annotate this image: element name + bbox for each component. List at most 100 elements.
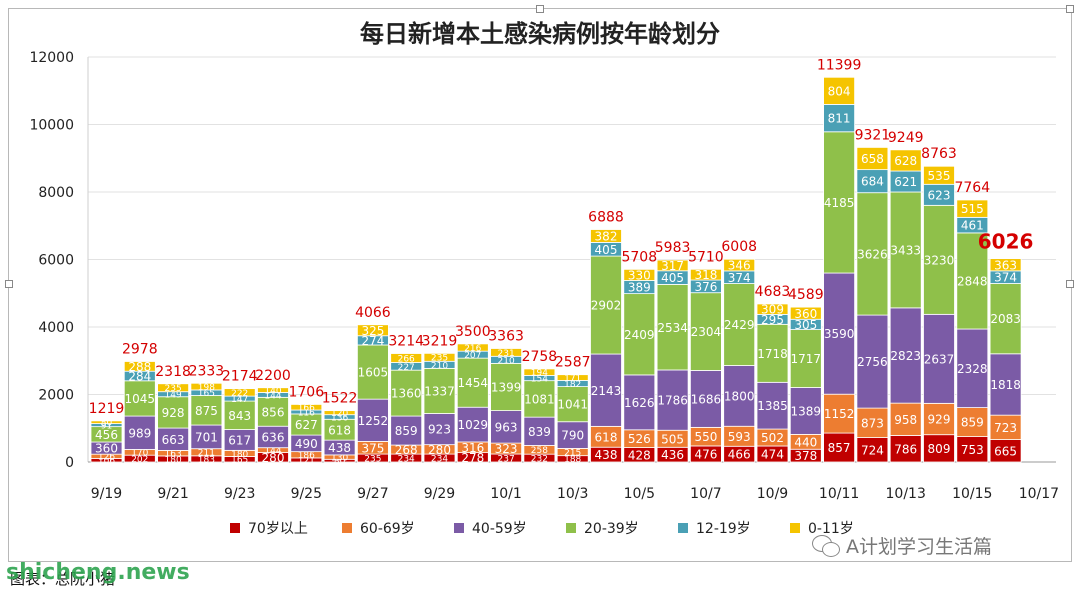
data-label: 154 [531, 374, 548, 384]
data-label: 121 [298, 456, 315, 466]
bar-segment [956, 232, 989, 330]
bar-segment [956, 199, 989, 218]
data-label: 268 [395, 443, 418, 457]
data-label: 211 [198, 449, 215, 459]
bar-segment [356, 344, 389, 400]
bar-segment [656, 284, 689, 371]
data-label: 786 [894, 442, 917, 456]
total-label: 3219 [422, 333, 458, 349]
resize-handle-left[interactable] [5, 280, 13, 288]
total-label: 2333 [189, 363, 225, 379]
data-label: 165 [198, 389, 215, 399]
legend-label: 20-39岁 [584, 521, 639, 537]
bar-segment [456, 343, 489, 352]
data-label: 147 [231, 395, 248, 405]
x-tick-label: 10/11 [819, 486, 859, 502]
data-label: 405 [595, 243, 618, 257]
bar-segment [623, 268, 656, 281]
data-label: 182 [564, 380, 581, 390]
data-label: 1454 [458, 376, 489, 390]
data-label: 106 [98, 457, 115, 467]
data-label: 207 [464, 351, 481, 361]
source-label: 图表：总阮小猪 [10, 570, 116, 588]
total-label: 2758 [522, 349, 558, 365]
account-watermark-label: A计划学习生活篇 [846, 536, 992, 558]
data-label: 360 [95, 442, 118, 456]
resize-handle-top[interactable] [536, 5, 544, 13]
data-label: 274 [361, 334, 384, 348]
data-label: 183 [198, 455, 215, 465]
bar-segment [923, 313, 955, 404]
bar-segment [123, 380, 156, 417]
total-label: 4066 [355, 305, 391, 321]
data-label: 2304 [691, 325, 722, 339]
bar-segment [390, 415, 423, 446]
resize-handle-right[interactable] [1066, 280, 1074, 288]
legend-entry: 20-39岁 [566, 518, 678, 538]
x-tick-label: 9/27 [357, 486, 388, 502]
data-label: 1385 [757, 399, 788, 413]
data-label: 428 [628, 448, 651, 462]
legend-entry: 60-69岁 [342, 518, 454, 538]
x-tick-label: 10/17 [1019, 486, 1059, 502]
bar-segment [590, 255, 622, 355]
bar-segment [257, 387, 289, 393]
data-label: 438 [595, 448, 618, 462]
legend-label: 0-11岁 [808, 521, 854, 537]
x-tick-label: 9/21 [157, 486, 188, 502]
data-label: 3433 [890, 243, 921, 257]
data-label: 2756 [857, 355, 888, 369]
data-label: 234 [431, 454, 448, 464]
data-label: 4185 [824, 196, 855, 210]
bar-segment [157, 396, 190, 429]
data-label: 2328 [957, 362, 988, 376]
data-label: 658 [861, 152, 884, 166]
data-label: 928 [162, 406, 185, 420]
bar-segment [423, 413, 456, 446]
bar-segment [656, 369, 689, 431]
data-label: 376 [694, 280, 717, 294]
total-label: 6888 [588, 210, 624, 226]
x-tick-label: 10/13 [886, 486, 926, 502]
bar-segment [923, 165, 955, 185]
wechat-icon [812, 534, 840, 557]
data-label: 1152 [824, 407, 855, 421]
legend-label: 12-19岁 [696, 521, 751, 537]
data-label: 378 [794, 449, 817, 463]
bar-segment [690, 292, 722, 371]
bar-segment [856, 147, 889, 171]
data-label: 2848 [957, 275, 988, 289]
bar-segment [889, 191, 922, 309]
data-label: 436 [661, 448, 684, 462]
x-tick-label: 10/15 [952, 486, 992, 502]
resize-handle-top-right[interactable] [1066, 5, 1074, 13]
data-label: 628 [894, 154, 917, 168]
bar-segment [423, 367, 456, 414]
data-label: 1029 [458, 418, 489, 432]
data-label: 857 [828, 441, 851, 455]
bar-segment [523, 368, 556, 376]
data-label: 180 [165, 455, 182, 465]
bar-segment [756, 303, 789, 315]
data-label: 405 [661, 271, 684, 285]
data-label: 753 [961, 443, 984, 457]
data-label: 1389 [791, 405, 822, 419]
data-label: 618 [328, 423, 351, 437]
data-label: 80 [334, 457, 346, 467]
total-label: 2587 [555, 355, 591, 371]
y-tick-label: 4000 [38, 320, 74, 336]
data-label: 91 [101, 422, 112, 432]
account-watermark: A计划学习生活篇 [812, 532, 992, 559]
data-label: 438 [328, 441, 351, 455]
data-label: 235 [364, 454, 381, 464]
data-label: 440 [794, 435, 817, 449]
bar-segment [789, 306, 822, 320]
data-label: 811 [828, 112, 851, 126]
data-label: 621 [894, 175, 917, 189]
bar-segment [157, 383, 190, 393]
bar-segment [590, 229, 622, 243]
bar-segment [356, 398, 389, 442]
data-label: 136 [331, 413, 348, 423]
y-tick-label: 10000 [29, 118, 74, 134]
